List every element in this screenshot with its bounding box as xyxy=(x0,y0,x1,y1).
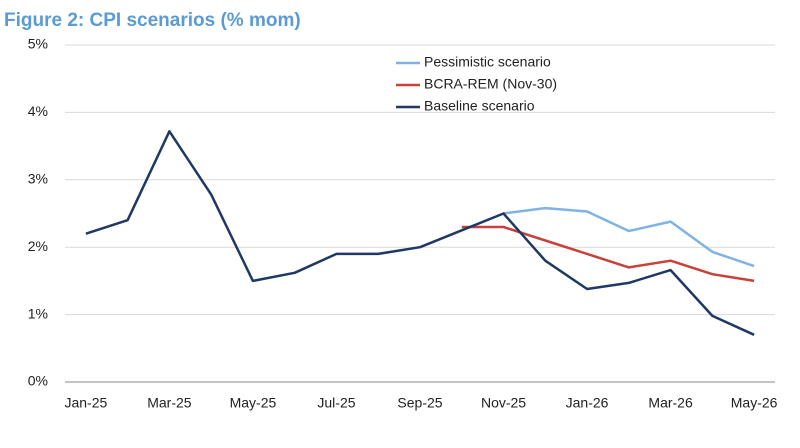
y-tick-label: 0% xyxy=(28,373,48,389)
y-tick-label: 5% xyxy=(28,36,48,52)
series-line xyxy=(85,130,755,336)
legend-label: Pessimistic scenario xyxy=(424,54,551,70)
y-tick-label: 3% xyxy=(28,171,48,187)
x-tick-label: Jul-25 xyxy=(317,395,355,411)
y-tick-label: 1% xyxy=(28,305,48,321)
chart-title: Figure 2: CPI scenarios (% mom) xyxy=(4,10,301,31)
y-tick-label: 2% xyxy=(28,238,48,254)
x-tick-label: Jan-26 xyxy=(566,395,609,411)
series-line xyxy=(503,206,755,268)
x-tick-label: May-25 xyxy=(230,395,277,411)
x-tick-label: Jan-25 xyxy=(64,395,107,411)
x-tick-label: Sep-25 xyxy=(397,395,442,411)
y-tick-label: 4% xyxy=(28,103,48,119)
x-tick-label: Nov-25 xyxy=(481,395,526,411)
x-tick-label: Mar-25 xyxy=(147,395,192,411)
series-line xyxy=(461,225,755,283)
legend-label: BCRA-REM (Nov-30) xyxy=(424,76,557,92)
x-tick-label: May-26 xyxy=(731,395,778,411)
x-tick-label: Mar-26 xyxy=(648,395,693,411)
legend-label: Baseline scenario xyxy=(424,98,535,114)
